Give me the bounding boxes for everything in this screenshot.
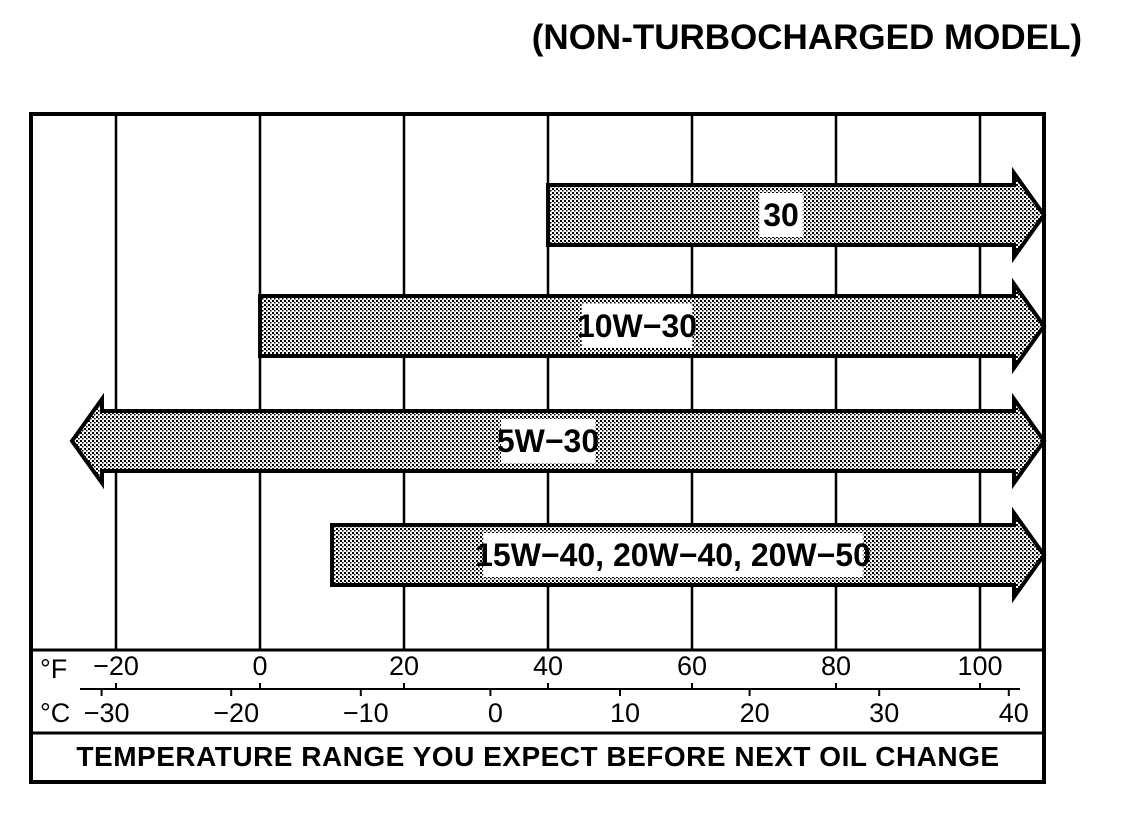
c-tick-label: 40 — [999, 698, 1029, 728]
c-tick-label: 0 — [488, 698, 503, 728]
f-axis-ticks: −20 0 20 40 60 80 100 — [93, 651, 1003, 689]
c-tick-label: −20 — [213, 698, 259, 728]
chart-frame — [29, 112, 1046, 784]
bar-label-bg — [501, 419, 595, 463]
f-tick-label: 80 — [821, 651, 851, 681]
x-axis-label: TEMPERATURE RANGE YOU EXPECT BEFORE NEXT… — [76, 741, 999, 772]
c-tick-label: 30 — [869, 698, 899, 728]
f-tick-label: 0 — [252, 651, 267, 681]
f-tick-label: 100 — [957, 651, 1002, 681]
c-tick-label: 20 — [740, 698, 770, 728]
bar-label: 30 — [763, 197, 799, 233]
c-tick-label: −30 — [84, 698, 130, 728]
c-tick-label: 10 — [610, 698, 640, 728]
bar-label-bg — [581, 304, 693, 348]
bar-label-bg — [483, 533, 863, 577]
bar-label: 15W−40, 20W−40, 20W−50 — [475, 537, 871, 573]
bars: 30 10W−30 5W−30 15W−40, 20W−40, 20W−50 — [69, 166, 1047, 604]
f-tick-label: 40 — [533, 651, 563, 681]
c-tick-label: −10 — [343, 698, 389, 728]
chart-title: (NON-TURBOCHARGED MODEL) — [532, 18, 1082, 57]
c-axis-ticks: −30 −20 −10 0 10 20 30 40 — [84, 689, 1029, 728]
bar-label: 5W−30 — [497, 423, 599, 459]
bar-label-bg — [759, 193, 803, 237]
f-axis-unit: °F — [40, 654, 67, 684]
f-tick-label: 60 — [677, 651, 707, 681]
f-tick-label: −20 — [93, 651, 139, 681]
bar-label: 10W−30 — [577, 308, 697, 344]
c-axis-unit: °C — [40, 698, 70, 728]
f-tick-label: 20 — [389, 651, 419, 681]
